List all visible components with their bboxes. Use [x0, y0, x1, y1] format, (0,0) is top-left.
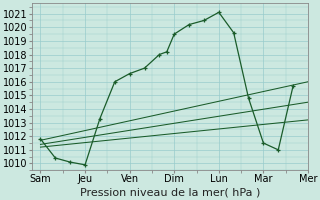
- X-axis label: Pression niveau de la mer( hPa ): Pression niveau de la mer( hPa ): [80, 187, 260, 197]
